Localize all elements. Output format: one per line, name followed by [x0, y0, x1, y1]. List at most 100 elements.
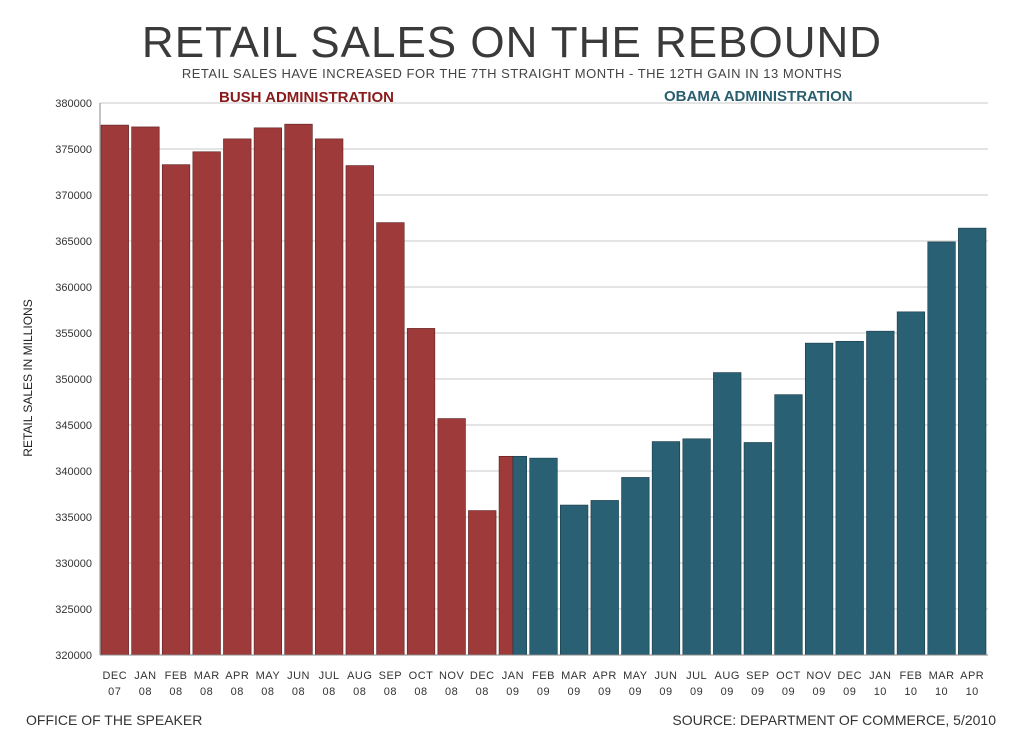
x-tick-month: FEB [165, 670, 188, 682]
x-tick-year: 09 [506, 686, 519, 698]
bar-obama [512, 455, 527, 656]
y-tick-label: 370000 [55, 190, 92, 202]
bar-obama [651, 441, 681, 656]
x-tick-month: DEC [470, 670, 495, 682]
x-tick-year: 10 [874, 686, 887, 698]
y-tick-label: 320000 [55, 650, 92, 662]
x-tick-year: 08 [476, 686, 489, 698]
x-tick-month: MAY [623, 670, 648, 682]
y-axis-ticks: 320000 325000 330000 335000 340000 345000 3500… [55, 98, 92, 662]
bar-bush [100, 124, 129, 656]
x-tick-month: SEP [379, 670, 403, 682]
x-tick-year: 10 [935, 686, 948, 698]
x-tick-month: JAN [502, 670, 524, 682]
x-tick-month: NOV [806, 670, 832, 682]
x-tick-month: FEB [899, 670, 922, 682]
bar-bush [437, 418, 466, 656]
bar-bush [376, 222, 405, 656]
x-tick-year: 08 [200, 686, 213, 698]
bar-obama [804, 342, 834, 656]
x-tick-month: DEC [837, 670, 862, 682]
bar-bush [131, 126, 160, 656]
bar-bush [498, 455, 514, 656]
x-tick-month: JAN [134, 670, 156, 682]
y-tick-label: 365000 [55, 236, 92, 248]
x-tick-year: 09 [537, 686, 550, 698]
x-tick-year: 08 [292, 686, 305, 698]
x-tick-month: MAR [929, 670, 955, 682]
x-tick-month: JAN [869, 670, 891, 682]
bar-bush [345, 165, 374, 656]
bar-obama [743, 442, 772, 656]
bar-obama [774, 394, 803, 656]
x-tick-month: APR [225, 670, 249, 682]
y-tick-label: 360000 [55, 282, 92, 294]
y-tick-label: 335000 [55, 512, 92, 524]
x-tick-year: 09 [629, 686, 642, 698]
x-tick-month: OCT [776, 670, 801, 682]
bars [100, 123, 987, 656]
x-tick-year: 08 [139, 686, 152, 698]
bar-obama [621, 477, 650, 656]
x-tick-year: 10 [904, 686, 917, 698]
bush-administration-label: BUSH ADMINISTRATION [219, 89, 394, 106]
x-tick-month: JUL [319, 670, 340, 682]
x-tick-month: JUL [686, 670, 707, 682]
obama-administration-label: OBAMA ADMINISTRATION [664, 88, 853, 105]
x-axis-ticks: DEC 07 JAN 08 FEB 08 MAR 08 APR 08 MAY 08 JUN 08 JUL 08… [102, 670, 984, 698]
bar-bush [468, 510, 497, 656]
bar-obama [713, 372, 742, 656]
x-tick-month: MAR [561, 670, 587, 682]
y-axis-label: RETAIL SALES IN MILLIONS [21, 299, 35, 456]
bar-bush [315, 138, 344, 656]
x-tick-month: SEP [746, 670, 770, 682]
x-tick-year: 09 [812, 686, 825, 698]
y-tick-label: 355000 [55, 328, 92, 340]
y-tick-label: 350000 [55, 374, 92, 386]
x-tick-year: 09 [567, 686, 580, 698]
bar-bush [223, 138, 252, 656]
x-tick-year: 08 [414, 686, 427, 698]
bar-obama [682, 438, 711, 656]
x-tick-year: 09 [721, 686, 734, 698]
y-tick-label: 330000 [55, 558, 92, 570]
bar-obama [896, 311, 926, 656]
bar-bush [192, 151, 221, 656]
x-tick-year: 07 [108, 686, 121, 698]
x-tick-month: AUG [347, 670, 372, 682]
bar-obama [590, 500, 619, 656]
bar-obama [529, 457, 558, 656]
bar-bush [284, 123, 313, 656]
x-tick-month: NOV [439, 670, 465, 682]
x-tick-month: FEB [532, 670, 555, 682]
chart-subtitle: RETAIL SALES HAVE INCREASED FOR THE 7TH … [181, 66, 843, 81]
x-tick-month: OCT [409, 670, 434, 682]
bar-obama [835, 340, 864, 656]
x-tick-month: MAY [256, 670, 281, 682]
x-tick-year: 08 [353, 686, 366, 698]
bar-obama [866, 330, 895, 656]
x-tick-year: 08 [384, 686, 397, 698]
x-tick-month: MAR [194, 670, 220, 682]
x-tick-year: 08 [445, 686, 458, 698]
x-tick-year: 09 [782, 686, 795, 698]
axes [99, 103, 988, 656]
x-tick-month: JUN [287, 670, 310, 682]
chart-title: RETAIL SALES ON THE REBOUND [141, 18, 883, 67]
x-tick-month: JUN [655, 670, 678, 682]
y-tick-label: 345000 [55, 420, 92, 432]
footer-office: OFFICE OF THE SPEAKER [26, 712, 203, 728]
x-tick-month: APR [960, 670, 984, 682]
footer-source: SOURCE: DEPARTMENT OF COMMERCE, 5/2010 [672, 712, 996, 728]
y-tick-label: 380000 [55, 98, 92, 110]
x-tick-year: 09 [751, 686, 764, 698]
x-tick-month: AUG [715, 670, 740, 682]
x-tick-month: APR [593, 670, 617, 682]
x-tick-year: 09 [598, 686, 611, 698]
y-tick-label: 375000 [55, 144, 92, 156]
y-tick-label: 325000 [55, 604, 92, 616]
bar-obama [958, 227, 987, 656]
x-tick-year: 08 [261, 686, 274, 698]
x-tick-year: 09 [690, 686, 703, 698]
